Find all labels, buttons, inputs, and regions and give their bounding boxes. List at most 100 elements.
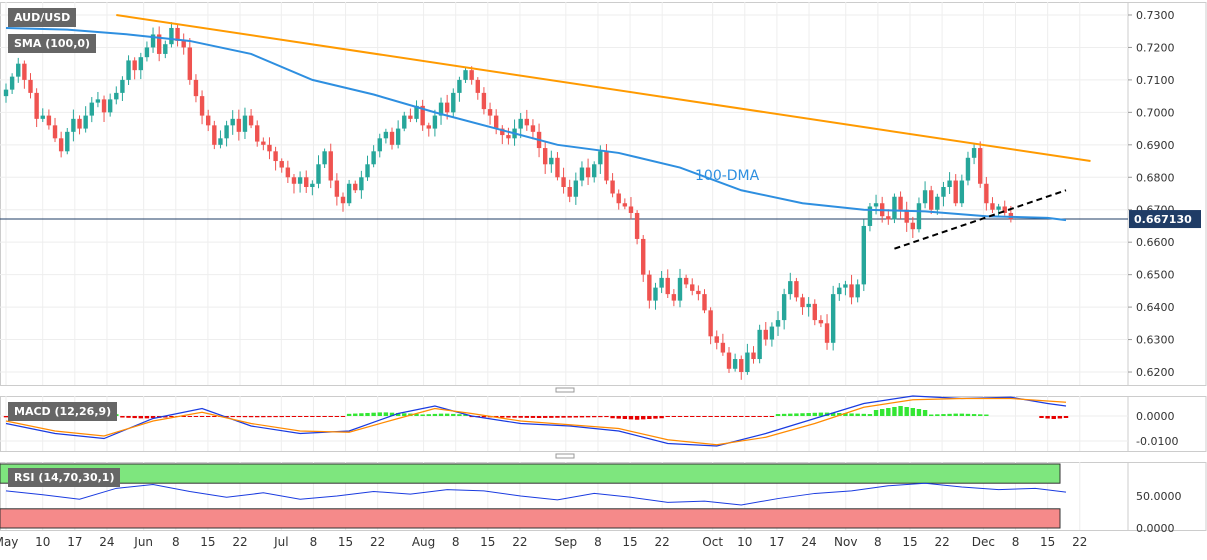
- candle-up: [579, 167, 585, 181]
- macd-hist-bar-negative: [132, 416, 137, 419]
- macd-hist-bar-negative: [255, 416, 260, 418]
- x-tick-label: Oct: [702, 535, 723, 549]
- panel-frames: [0, 2, 1207, 531]
- candle-up: [935, 196, 940, 210]
- x-tick-label: 22: [1072, 535, 1087, 549]
- candle-down: [800, 297, 805, 308]
- sma-line: [5, 26, 1067, 222]
- candle-down: [46, 115, 52, 126]
- candle-down: [530, 125, 536, 132]
- candle-up: [830, 294, 836, 343]
- macd-hist-bar-positive: [916, 409, 922, 416]
- candle-up: [959, 180, 965, 204]
- macd-hist-bar-positive: [855, 413, 860, 416]
- candle-up: [592, 164, 597, 178]
- candle-down: [696, 290, 701, 295]
- panel-splitter-handle: [555, 387, 575, 393]
- x-tick-label: 22: [655, 535, 670, 549]
- macd-hist-bar-negative: [242, 416, 248, 418]
- macd-hist-bar-negative: [720, 416, 726, 417]
- macd-hist-bar-positive: [775, 414, 781, 416]
- macd-hist-bar-positive: [794, 413, 799, 416]
- macd-hist-bar-negative: [604, 416, 609, 418]
- candle-down: [481, 92, 487, 110]
- macd-hist-bar-negative: [1063, 416, 1069, 418]
- macd-hist-bar-negative: [677, 416, 683, 417]
- macd-hist-bar-negative: [739, 416, 744, 417]
- macd-hist-bar-negative: [542, 416, 548, 418]
- macd-hist-bar-negative: [524, 416, 530, 418]
- candle-up: [916, 203, 922, 230]
- x-tick-label: 8: [310, 535, 318, 549]
- macd-hist-bar-negative: [647, 416, 652, 419]
- candle-up: [971, 148, 977, 158]
- candle-up: [573, 180, 579, 197]
- macd-line: [5, 395, 1067, 447]
- candle-down: [101, 99, 107, 113]
- macd-hist-bar-positive: [359, 413, 364, 416]
- candle-up: [438, 102, 444, 116]
- macd-hist-bar-negative: [187, 416, 193, 417]
- candle-down: [426, 125, 431, 129]
- macd-hist-bar-negative: [653, 416, 658, 419]
- candle-down: [420, 105, 425, 126]
- dma-annotation: 100-DMA: [695, 168, 760, 184]
- macd-hist-bar-negative: [690, 416, 695, 417]
- candle-up: [806, 303, 811, 308]
- macd-hist-bar-positive: [873, 410, 879, 416]
- y-tick-label: 0.6300: [1136, 334, 1175, 347]
- x-tick-label: 22: [934, 535, 949, 549]
- macd-hist-bar-negative: [1045, 416, 1050, 419]
- macd-hist-bar-positive: [788, 413, 793, 416]
- macd-hist-bar-positive: [978, 414, 983, 416]
- x-tick-label: Aug: [412, 535, 435, 549]
- candle-down: [561, 177, 566, 188]
- macd-hist-bar-positive: [849, 413, 854, 416]
- candle-down: [524, 118, 530, 126]
- y-tick-label: 0.6500: [1136, 269, 1175, 282]
- macd-hist-bar-positive: [432, 413, 438, 416]
- candle-up: [457, 79, 462, 93]
- candle-down: [175, 27, 180, 41]
- price-panel: 0.73000.72000.71000.70000.69000.68000.67…: [0, 9, 1201, 380]
- macd-hist-bar-negative: [304, 416, 309, 417]
- candle-down: [1002, 206, 1007, 213]
- macd-hist-bar-negative: [273, 416, 278, 418]
- x-axis: May 10 17 24 Jun 8 15 22 Jul 8 15 22 Aug 8 15 22 Sep 8 15 2…: [0, 535, 1087, 549]
- candle-up: [169, 27, 174, 45]
- y-tick-label: 0.6400: [1136, 301, 1175, 314]
- macd-hist-bar-negative: [193, 416, 199, 417]
- x-tick-label: 24: [801, 535, 816, 549]
- candle-up: [892, 196, 897, 220]
- candle-down: [849, 284, 854, 298]
- candle-up: [95, 99, 101, 103]
- macd-hist-bar-negative: [769, 416, 775, 417]
- candle-down: [255, 125, 260, 142]
- candle-down: [212, 125, 217, 145]
- macd-hist-bar-negative: [665, 416, 670, 417]
- candle-up: [463, 70, 468, 80]
- candle-up: [653, 287, 658, 301]
- candle-up: [922, 190, 928, 204]
- symbol-label: AUD/USD: [8, 8, 77, 27]
- x-tick-label: 17: [67, 535, 82, 549]
- x-tick-label: Sep: [555, 535, 578, 549]
- macd-hist-bar-positive: [971, 414, 977, 416]
- candle-down: [812, 303, 817, 321]
- current-price-label: 0.667130: [1134, 213, 1192, 226]
- candle-up: [371, 151, 376, 165]
- candle-down: [444, 102, 450, 113]
- macd-hist-bar-negative: [592, 416, 597, 418]
- macd-hist-bar-negative: [726, 416, 732, 417]
- macd-hist-bar-negative: [230, 416, 235, 418]
- rsi-line: [5, 482, 1067, 506]
- macd-hist-bar-positive: [935, 414, 940, 416]
- macd-hist-bar-positive: [837, 413, 842, 416]
- candle-down: [193, 79, 199, 97]
- candle-up: [65, 131, 70, 152]
- candle-up: [9, 76, 15, 90]
- candle-down: [818, 320, 824, 324]
- macd-hist-bar-negative: [1057, 416, 1063, 419]
- candle-down: [990, 203, 995, 210]
